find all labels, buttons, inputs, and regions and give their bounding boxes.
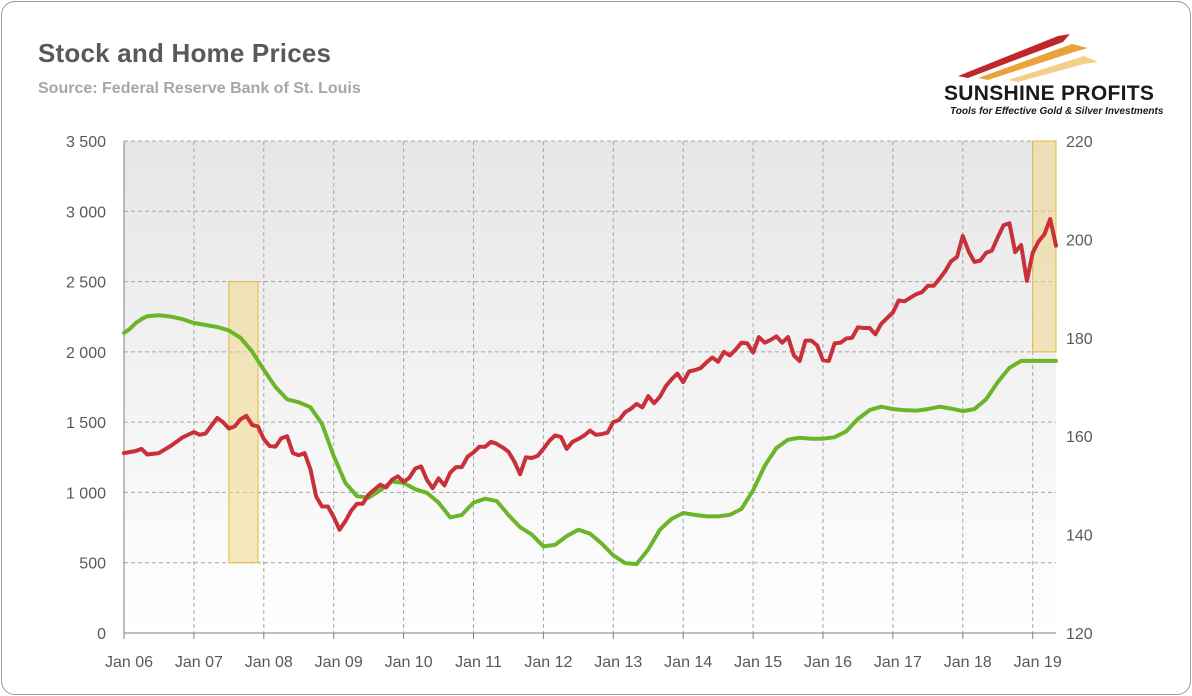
x-tick-label: Jan 11 xyxy=(455,654,502,671)
x-tick-label: Jan 10 xyxy=(385,654,433,671)
y-right-tick-label: 140 xyxy=(1066,528,1093,545)
y-left-tick-label: 1 500 xyxy=(66,415,106,432)
y-left-tick-label: 2 000 xyxy=(66,345,106,362)
logo-name: SUNSHINE PROFITS xyxy=(944,82,1155,105)
y-left-tick-label: 1 000 xyxy=(66,485,106,502)
x-tick-label: Jan 19 xyxy=(1014,654,1062,671)
y-right-tick-label: 220 xyxy=(1066,134,1093,151)
y-left-tick-label: 3 500 xyxy=(66,134,106,151)
y-right-tick-label: 160 xyxy=(1066,429,1093,446)
y-right-tick-label: 180 xyxy=(1066,331,1093,348)
x-tick-label: Jan 08 xyxy=(245,654,293,671)
plot-background xyxy=(124,141,1056,633)
y-left-tick-label: 3 000 xyxy=(66,204,106,221)
home-price-line xyxy=(122,313,1058,567)
x-tick-label: Jan 18 xyxy=(944,654,992,671)
x-tick-label: Jan 14 xyxy=(664,654,712,671)
x-tick-label: Jan 06 xyxy=(105,654,153,671)
logo-tagline: Tools for Effective Gold & Silver Invest… xyxy=(950,106,1164,117)
sp500-line xyxy=(122,217,1058,532)
logo-swoosh-icon xyxy=(958,34,1098,82)
x-tick-label: Jan 16 xyxy=(804,654,852,671)
y-left-tick-label: 0 xyxy=(97,626,106,643)
x-tick-label: Jan 07 xyxy=(175,654,223,671)
x-tick-label: Jan 17 xyxy=(874,654,922,671)
y-right-tick-label: 120 xyxy=(1066,626,1093,643)
x-tick-label: Jan 12 xyxy=(524,654,572,671)
sunshine-profits-logo: SUNSHINE PROFITS Tools for Effective Gol… xyxy=(938,26,1178,122)
x-tick-label: Jan 13 xyxy=(594,654,642,671)
chart-subtitle: Source: Federal Reserve Bank of St. Loui… xyxy=(38,80,361,97)
chart-title: Stock and Home Prices xyxy=(38,38,332,68)
y-left-tick-label: 2 500 xyxy=(66,275,106,292)
y-left-tick-label: 500 xyxy=(79,556,106,573)
x-tick-label: Jan 09 xyxy=(315,654,363,671)
shaded-period-2007-2008 xyxy=(228,281,259,564)
x-tick-label: Jan 15 xyxy=(734,654,782,671)
y-right-tick-label: 200 xyxy=(1066,232,1093,249)
